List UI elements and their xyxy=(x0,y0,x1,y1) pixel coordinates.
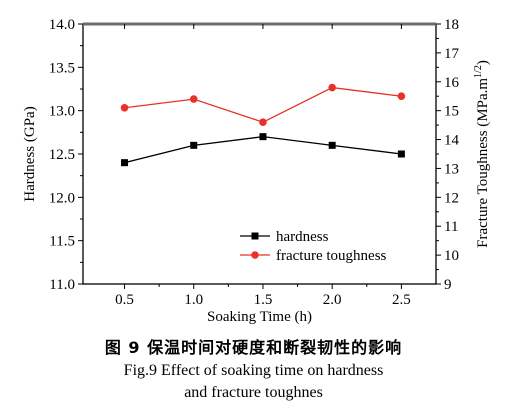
y-right-tick-label: 11 xyxy=(444,219,458,235)
data-point-0 xyxy=(259,133,267,141)
x-tick-label: 2.0 xyxy=(323,292,342,308)
figure-caption-chinese: 图 9 保温时间对硬度和断裂韧性的影响 xyxy=(104,338,403,357)
y-left-tick-label: 14.0 xyxy=(49,17,75,33)
y-right-axis-label: Fracture Toughness (MPa.m1/2) xyxy=(473,60,491,248)
x-tick-label: 1.5 xyxy=(254,292,273,308)
figure-caption-english-line1: Fig.9 Effect of soaking time on hardness xyxy=(123,362,384,379)
y-axis-left: 11.0 11.5 12.0 12.5 13.0 13.5 14.0 xyxy=(49,17,83,293)
y-right-tick-label: 16 xyxy=(444,75,460,91)
y-left-tick-label: 12.0 xyxy=(49,190,75,206)
y-right-tick-label: 17 xyxy=(444,46,460,62)
data-point-1 xyxy=(397,92,406,101)
series-layer xyxy=(120,83,406,167)
y-right-tick-label: 18 xyxy=(444,17,459,33)
x-tick-label: 0.5 xyxy=(115,292,134,308)
chart: 0.5 1.0 1.5 2.0 2.5 11.0 11.5 12.0 12.5 13.0 13.5… xyxy=(22,17,491,325)
data-point-0 xyxy=(328,141,336,149)
legend-label: fracture toughness xyxy=(276,248,387,264)
plot-frame xyxy=(82,23,437,285)
y-axis-right: 9 10 11 12 13 14 15 16 17 18 xyxy=(436,17,460,293)
x-tick-label: 1.0 xyxy=(184,292,203,308)
y-right-tick-label: 14 xyxy=(444,133,460,149)
y-left-tick-label: 11.0 xyxy=(49,277,75,293)
figure-caption-english-line2: and fracture toughnes xyxy=(184,384,323,401)
x-axis: 0.5 1.0 1.5 2.0 2.5 xyxy=(115,24,411,308)
y-right-tick-label: 13 xyxy=(444,161,459,177)
data-point-0 xyxy=(121,159,129,167)
x-tick-label: 2.5 xyxy=(392,292,411,308)
y-right-axis-label-main: Fracture Toughness (MPa.m xyxy=(475,78,491,248)
y-left-tick-label: 13.5 xyxy=(49,60,75,76)
y-left-tick-label: 11.5 xyxy=(49,234,75,250)
y-right-tick-label: 10 xyxy=(444,248,459,264)
legend-label: hardness xyxy=(276,229,329,245)
series-line-1 xyxy=(124,86,402,123)
y-right-axis-label-end: ) xyxy=(475,60,491,65)
data-point-1 xyxy=(189,95,198,103)
figure-caption-english: Fig.9 Effect of soaking time on hardness… xyxy=(0,360,507,404)
y-left-axis-label: Hardness (GPa) xyxy=(22,106,38,201)
legend-marker xyxy=(251,232,259,240)
y-right-tick-label: 15 xyxy=(444,104,459,120)
data-point-1 xyxy=(328,83,336,92)
data-point-1 xyxy=(120,103,129,112)
series-line-0 xyxy=(124,136,402,164)
data-point-0 xyxy=(190,141,198,149)
y-right-axis-label-sup: 1/2 xyxy=(473,65,484,78)
legend: hardness fracture toughness xyxy=(240,229,387,264)
data-point-0 xyxy=(397,150,405,158)
y-left-tick-label: 12.5 xyxy=(49,147,75,163)
data-point-1 xyxy=(259,118,267,127)
x-axis-label: Soaking Time (h) xyxy=(207,309,312,325)
y-right-tick-label: 12 xyxy=(444,190,459,206)
y-right-tick-label: 9 xyxy=(444,277,452,293)
legend-marker xyxy=(251,251,259,259)
y-left-tick-label: 13.0 xyxy=(49,104,75,120)
